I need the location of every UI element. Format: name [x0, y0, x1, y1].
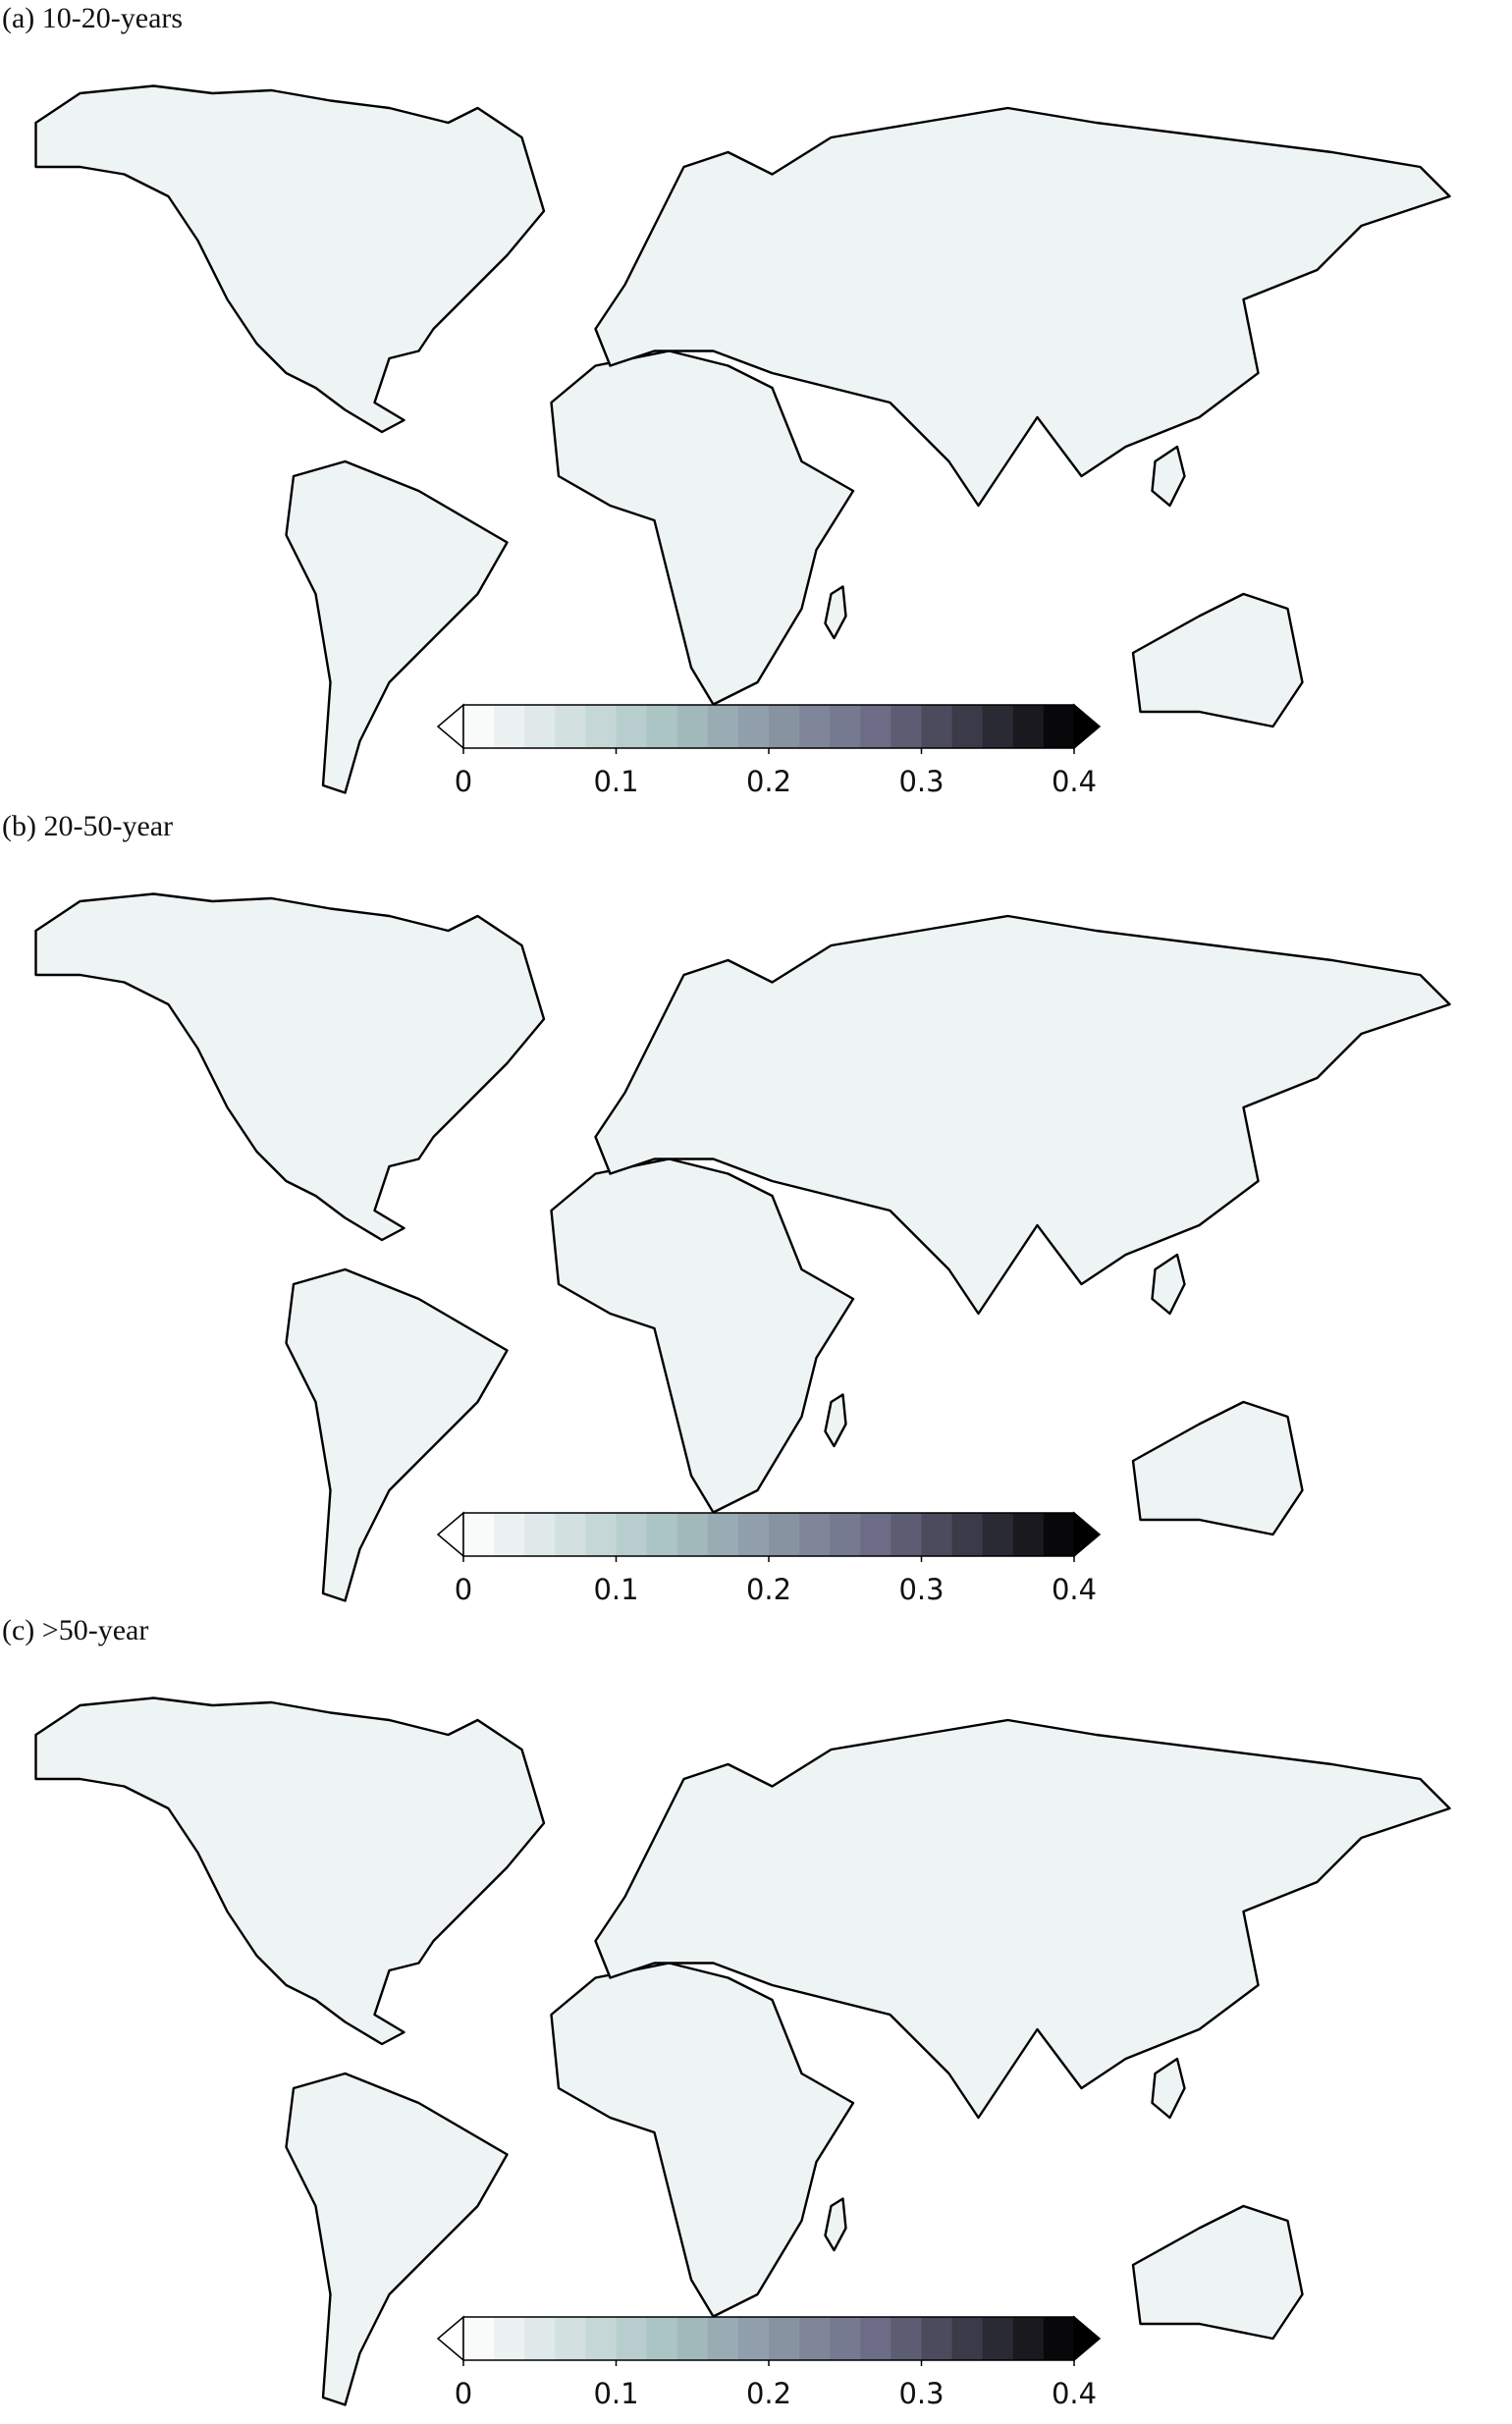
colorbar-swatch [463, 1513, 495, 1556]
colorbar-swatch [463, 705, 495, 748]
colorbar-extend-low [436, 703, 464, 750]
colorbar-swatch [676, 2317, 709, 2360]
colorbar-swatch [860, 2317, 891, 2360]
colorbar-swatch [1043, 705, 1075, 748]
colorbar-swatch [769, 2317, 800, 2360]
colorbar-swatch [524, 1513, 556, 1556]
colorbar-swatch [982, 2317, 1014, 2360]
colorbar-swatch [1012, 1513, 1045, 1556]
colorbar-swatch [555, 2317, 586, 2360]
panel-title: (c) >50-year [2, 1614, 148, 1646]
colorbar-swatch [646, 1513, 678, 1556]
colorbar-swatch [830, 1513, 861, 1556]
colorbar-tick-label: 0.4 [1052, 1573, 1097, 1606]
colorbar-swatch [891, 1513, 922, 1556]
colorbar-swatch [830, 705, 861, 748]
colorbar-swatch [921, 2317, 953, 2360]
colorbar-extend-low [436, 1511, 464, 1558]
colorbar-tick-label: 0.3 [898, 1573, 944, 1606]
colorbar-tick-label: 0.4 [1052, 765, 1097, 798]
colorbar-swatch [494, 705, 525, 748]
colorbar-swatch [616, 705, 648, 748]
colorbar-swatch [951, 1513, 984, 1556]
colorbar-tick-label: 0.1 [593, 1573, 638, 1606]
colorbar-swatch [555, 705, 586, 748]
colorbar-swatch [951, 2317, 984, 2360]
colorbar-swatch [737, 2317, 770, 2360]
colorbar-swatch [646, 705, 678, 748]
colorbar-swatch [982, 705, 1014, 748]
colorbar-tick-label: 0 [455, 1573, 472, 1606]
colorbar-swatch [982, 1513, 1014, 1556]
colorbar-swatch [676, 705, 709, 748]
colorbar-swatch [616, 2317, 648, 2360]
colorbar-swatch [676, 1513, 709, 1556]
colorbar-swatch [707, 2317, 739, 2360]
colorbar-tick-label: 0 [455, 2377, 472, 2410]
colorbar-tick-label: 0.3 [898, 765, 944, 798]
colorbar-extend-high [1073, 2315, 1102, 2362]
colorbar-swatch [737, 705, 770, 748]
colorbar-extend-low [436, 2315, 464, 2362]
colorbar-swatch [830, 2317, 861, 2360]
world-map [34, 1697, 1451, 2406]
panel-title: (b) 20-50-year [2, 810, 173, 842]
colorbar-swatch [585, 705, 617, 748]
colorbar-swatch [737, 1513, 770, 1556]
colorbar-tick-label: 0.4 [1052, 2377, 1097, 2410]
colorbar-swatch [799, 705, 831, 748]
colorbar-extend-high [1073, 703, 1102, 750]
colorbar-swatch [769, 1513, 800, 1556]
colorbar-swatch [921, 1513, 953, 1556]
colorbar-swatch [707, 1513, 739, 1556]
colorbar-swatch [1043, 1513, 1075, 1556]
colorbar-swatch [769, 705, 800, 748]
colorbar-swatch [707, 705, 739, 748]
colorbar-tick-label: 0.1 [593, 2377, 638, 2410]
world-map [34, 84, 1451, 794]
colorbar-swatch [494, 2317, 525, 2360]
colorbar-swatch [1043, 2317, 1075, 2360]
colorbar-tick-label: 0.2 [746, 1573, 791, 1606]
colorbar-extend-high [1073, 1511, 1102, 1558]
colorbar-swatch [585, 1513, 617, 1556]
colorbar-swatch [891, 2317, 922, 2360]
colorbar-swatch [860, 1513, 891, 1556]
colorbar-tick-label: 0.1 [593, 765, 638, 798]
colorbar-tick-label: 0 [455, 765, 472, 798]
colorbar-swatch [891, 705, 922, 748]
colorbar-swatch [616, 1513, 648, 1556]
colorbar-swatch [921, 705, 953, 748]
colorbar-swatch [860, 705, 891, 748]
colorbar-swatch [1012, 705, 1045, 748]
colorbar-swatch [799, 2317, 831, 2360]
colorbar-swatch [646, 2317, 678, 2360]
colorbar-swatch [951, 705, 984, 748]
colorbar-swatch [524, 2317, 556, 2360]
colorbar-swatch [1012, 2317, 1045, 2360]
colorbar-swatch [494, 1513, 525, 1556]
colorbar-swatch [799, 1513, 831, 1556]
colorbar-swatch [524, 705, 556, 748]
world-map [34, 892, 1451, 1602]
colorbar-tick-label: 0.3 [898, 2377, 944, 2410]
colorbar-tick-label: 0.2 [746, 2377, 791, 2410]
colorbar-swatch [555, 1513, 586, 1556]
colorbar-swatch [585, 2317, 617, 2360]
colorbar-tick-label: 0.2 [746, 765, 791, 798]
colorbar-swatch [463, 2317, 495, 2360]
panel-title: (a) 10-20-years [2, 2, 183, 34]
